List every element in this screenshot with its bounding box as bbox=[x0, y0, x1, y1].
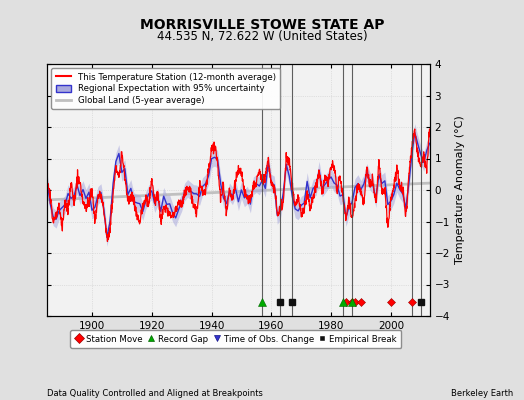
Text: Berkeley Earth: Berkeley Earth bbox=[451, 389, 514, 398]
Text: Data Quality Controlled and Aligned at Breakpoints: Data Quality Controlled and Aligned at B… bbox=[47, 389, 263, 398]
Y-axis label: Temperature Anomaly (°C): Temperature Anomaly (°C) bbox=[455, 116, 465, 264]
Text: MORRISVILLE STOWE STATE AP: MORRISVILLE STOWE STATE AP bbox=[140, 18, 384, 32]
Legend: Station Move, Record Gap, Time of Obs. Change, Empirical Break: Station Move, Record Gap, Time of Obs. C… bbox=[70, 330, 401, 348]
Text: 44.535 N, 72.622 W (United States): 44.535 N, 72.622 W (United States) bbox=[157, 30, 367, 43]
Legend: This Temperature Station (12-month average), Regional Expectation with 95% uncer: This Temperature Station (12-month avera… bbox=[51, 68, 280, 109]
